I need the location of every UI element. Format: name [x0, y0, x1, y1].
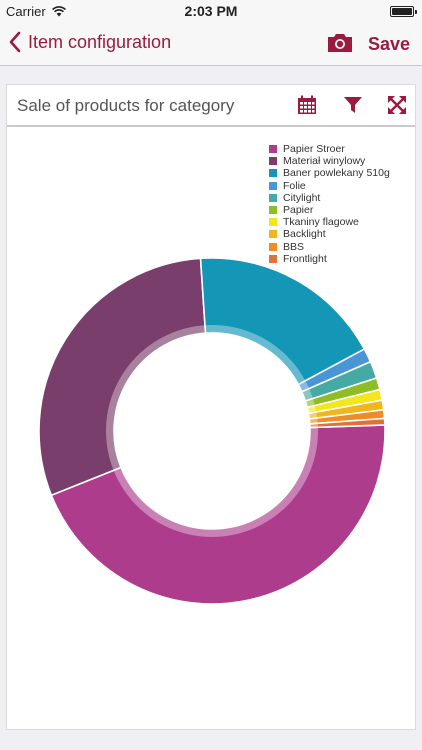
- legend-item: BBS: [269, 241, 390, 253]
- legend-item: Papier: [269, 204, 390, 216]
- legend-item: Baner powlekany 510g: [269, 167, 390, 179]
- legend-label: Backlight: [283, 228, 326, 241]
- status-bar: Carrier 2:03 PM: [0, 0, 422, 22]
- donut-chart: [38, 257, 386, 605]
- legend-item: Folie: [269, 180, 390, 192]
- legend-item: Citylight: [269, 192, 390, 204]
- legend-label: Papier: [283, 204, 314, 217]
- chevron-left-icon: [9, 31, 21, 53]
- card-title: Sale of products for category: [17, 96, 235, 115]
- legend-label: Folie: [283, 179, 306, 192]
- calendar-icon[interactable]: [297, 95, 317, 115]
- legend-swatch: [269, 157, 277, 166]
- back-button[interactable]: Item configuration: [8, 31, 171, 53]
- chart-legend: Papier Stroer Materiał winylowy Baner powl…: [269, 143, 390, 265]
- card-header: Sale of products for category: [7, 85, 415, 127]
- save-button[interactable]: Save: [367, 34, 410, 54]
- status-left: Carrier: [6, 4, 66, 19]
- filter-icon[interactable]: [343, 95, 363, 115]
- carrier-label: Carrier: [6, 4, 46, 19]
- legend-item: Frontlight: [269, 253, 390, 265]
- legend-swatch: [269, 218, 277, 227]
- battery-icon: [390, 6, 417, 17]
- legend-item: Backlight: [269, 228, 390, 240]
- legend-swatch: [269, 181, 277, 190]
- back-button-label: Item configuration: [28, 31, 172, 52]
- legend-label: Materiał winylowy: [283, 155, 366, 168]
- legend-label: Baner powlekany 510g: [283, 167, 390, 180]
- legend-item: Tkaniny flagowe: [269, 216, 390, 228]
- legend-swatch: [269, 254, 277, 263]
- legend-swatch: [269, 206, 277, 215]
- legend-swatch: [269, 193, 277, 202]
- chart-card: Sale of products for category Papier: [6, 84, 416, 730]
- legend-swatch: [269, 242, 277, 251]
- status-time: 2:03 PM: [184, 3, 238, 19]
- legend-label: Frontlight: [283, 252, 327, 265]
- pie-slice-materia-winylowy[interactable]: [38, 257, 207, 497]
- legend-label: Tkaniny flagowe: [283, 216, 359, 229]
- legend-label: BBS: [283, 240, 305, 253]
- pie-slice-frontlight[interactable]: [308, 417, 386, 429]
- pie-slice-baner-powlekany-510g[interactable]: [199, 257, 366, 386]
- expand-icon[interactable]: [387, 95, 407, 115]
- legend-swatch: [269, 145, 277, 154]
- wifi-icon: [51, 6, 66, 17]
- legend-label: Papier Stroer: [283, 143, 345, 156]
- pie-slice-papier-stroer[interactable]: [50, 424, 386, 605]
- legend-item: Materiał winylowy: [269, 155, 390, 167]
- navigation-bar: Item configuration Save: [0, 22, 422, 66]
- legend-item: Papier Stroer: [269, 143, 390, 155]
- legend-label: Citylight: [283, 191, 321, 204]
- camera-icon[interactable]: [326, 32, 354, 54]
- donut-inner-band: [106, 325, 318, 537]
- legend-swatch: [269, 169, 277, 178]
- legend-swatch: [269, 230, 277, 239]
